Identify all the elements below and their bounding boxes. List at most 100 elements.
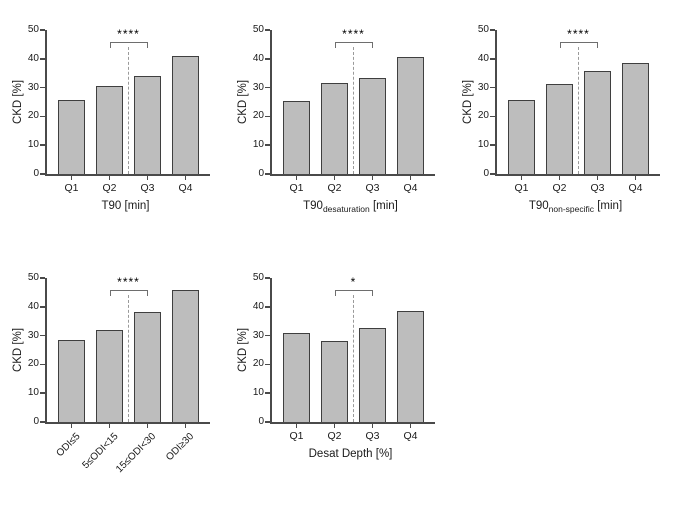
y-axis [45,30,47,176]
x-tick-label: Q2 [327,430,342,442]
y-tick [490,58,495,60]
y-tick-label: 50 [477,24,489,35]
bar-Q1 [58,99,85,174]
bar-Q4 [622,63,649,174]
bar-Q1 [283,101,310,174]
significance-label: **** [567,26,590,41]
chart-desat-depth: 0 10 20 30 40 50 Q1 Q2 Q3 Q4 * CKD [%] Desat Depth [… [237,272,435,460]
y-tick [265,277,270,279]
bar-Q3 [359,78,386,174]
y-tick-label: 10 [27,387,39,399]
significance-label: **** [117,274,140,289]
bar-ODI≤5 [58,340,85,422]
x-axis [45,422,210,424]
x-tick [70,174,73,180]
x-axis [45,174,210,176]
bar-Q3 [584,71,611,174]
y-tick-label: 40 [252,52,264,64]
x-axis-title-main: T90 [303,200,323,212]
x-axis-title-main: Desat Depth [%] [308,448,393,460]
y-axis-title: CKD [%] [12,327,24,373]
plot-area: 0 10 20 30 40 50 Q1 Q2 Q3 Q4 * [253,272,435,442]
comparison-dashed-line [127,295,129,422]
y-tick [490,86,495,89]
x-tick [295,174,298,180]
y-tick [40,144,45,146]
x-tick [634,174,637,180]
x-tick-label: Q3 [365,182,380,194]
bar-Q4 [397,310,424,422]
x-axis [270,174,435,176]
x-tick-label: Q2 [102,182,117,194]
y-tick [265,58,270,60]
y-axis [45,278,47,424]
significance-bracket [109,289,148,296]
x-tick-label: Q4 [628,182,643,194]
x-tick [108,422,111,428]
chart-t90: 0 10 20 30 40 50 Q1 Q2 Q3 Q4 **** CKD [%] T90 [min] [12,24,210,212]
y-axis [495,30,497,176]
x-axis-title-suffix: [min] [369,200,398,212]
x-axis-title-subscript: non-specific [548,204,595,214]
y-tick [40,86,45,89]
plot-area: 0 10 20 30 40 50 Q1 Q2 Q3 Q4 **** [28,24,210,194]
x-tick-label: Q1 [64,182,79,194]
significance-bracket [334,41,373,48]
y-tick [265,392,270,394]
y-tick [265,421,270,423]
x-tick-label: Q2 [552,182,567,194]
x-tick [333,174,336,180]
x-axis-title: T90 [min] [37,199,214,216]
y-tick [265,334,270,337]
x-tick [371,422,374,428]
x-tick-label: Q3 [590,182,605,194]
y-tick [40,29,45,31]
y-tick-label: 0 [258,168,264,179]
x-tick-label: Q4 [403,182,418,194]
bar-Q2 [546,84,573,174]
y-tick-label: 50 [27,272,39,283]
y-tick-label: 0 [483,168,489,179]
y-tick-label: 20 [27,110,39,122]
x-tick-label: Q2 [327,182,342,194]
chart-odi: 0 10 20 30 40 50 ODI≤5 5≤ODI<15 15≤ODI<30 ODI≥30 *… [12,272,210,475]
x-tick-label: ODI≥30 [164,431,197,464]
x-tick-label: Q4 [403,430,418,442]
x-tick-label: Q3 [365,430,380,442]
y-tick-label: 30 [252,329,264,341]
y-tick [265,173,270,175]
y-tick [40,277,45,279]
y-tick-label: 30 [27,81,39,93]
y-tick [40,363,45,366]
x-tick-label: Q4 [178,182,193,194]
y-axis [270,278,272,424]
x-axis-title-suffix: [min] [594,200,623,212]
y-tick-label: 20 [477,110,489,122]
x-tick [558,174,561,180]
comparison-dashed-line [577,47,579,174]
comparison-dashed-line [352,295,354,422]
x-tick-label: ODI≤5 [54,431,83,460]
x-tick [70,422,73,428]
x-tick-label: 15≤ODI<30 [114,431,159,476]
x-tick-label: Q1 [514,182,529,194]
x-axis [270,422,435,424]
y-tick-label: 50 [252,272,264,283]
y-tick [40,58,45,60]
x-tick-label: Q1 [289,430,304,442]
y-tick-label: 20 [252,358,264,370]
y-tick-label: 10 [477,139,489,151]
y-tick [490,115,495,118]
y-axis [270,30,272,176]
x-tick-label: Q1 [289,182,304,194]
y-tick [265,306,270,308]
bar-ODI≥30 [172,289,199,422]
plot-area: 0 10 20 30 40 50 Q1 Q2 Q3 Q4 **** [253,24,435,194]
y-tick-label: 40 [252,300,264,312]
plot-area: 0 10 20 30 40 50 ODI≤5 5≤ODI<15 15≤ODI<30 ODI≥30 *… [28,272,210,475]
y-tick-label: 30 [252,81,264,93]
y-axis-title: CKD [%] [237,327,249,373]
x-tick [371,174,374,180]
y-tick-label: 0 [33,168,39,179]
x-tick [596,174,599,180]
